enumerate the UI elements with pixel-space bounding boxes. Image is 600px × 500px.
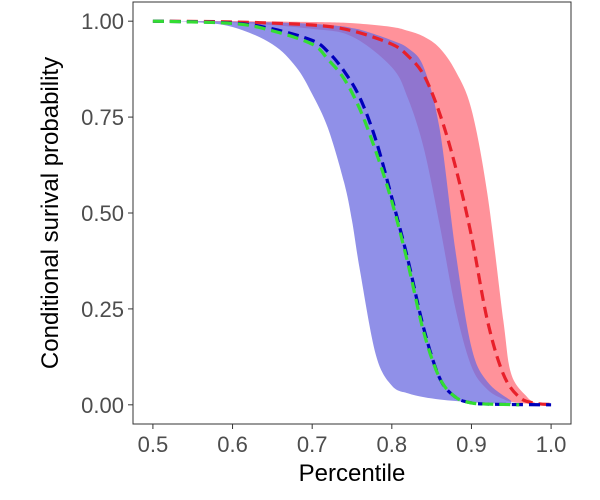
red-dashed-line <box>152 19 552 407</box>
y-tick-label: 0.25 <box>81 297 124 322</box>
y-tick-label: 1.00 <box>81 9 124 34</box>
x-tick-label: 0.6 <box>217 432 248 457</box>
survival-lines <box>152 19 552 407</box>
y-axis-title: Conditional surival probability <box>37 57 64 369</box>
x-tick-label: 0.8 <box>377 432 408 457</box>
x-axis: 0.5 0.6 0.7 0.8 0.9 1.0 <box>138 424 567 457</box>
blue-dashed-line <box>152 19 552 407</box>
blue-confidence-band <box>152 21 512 405</box>
x-axis-title: Percentile <box>299 460 406 487</box>
green-dashed-line <box>152 19 520 407</box>
x-tick-label: 0.7 <box>297 432 328 457</box>
x-tick-label: 0.5 <box>138 432 169 457</box>
y-tick-label: 0.50 <box>81 201 124 226</box>
y-tick-label: 0.75 <box>81 105 124 130</box>
y-axis: 0.00 0.25 0.50 0.75 1.00 <box>81 9 133 418</box>
x-tick-label: 1.0 <box>536 432 567 457</box>
x-tick-label: 0.9 <box>456 432 487 457</box>
y-tick-label: 0.00 <box>81 393 124 418</box>
